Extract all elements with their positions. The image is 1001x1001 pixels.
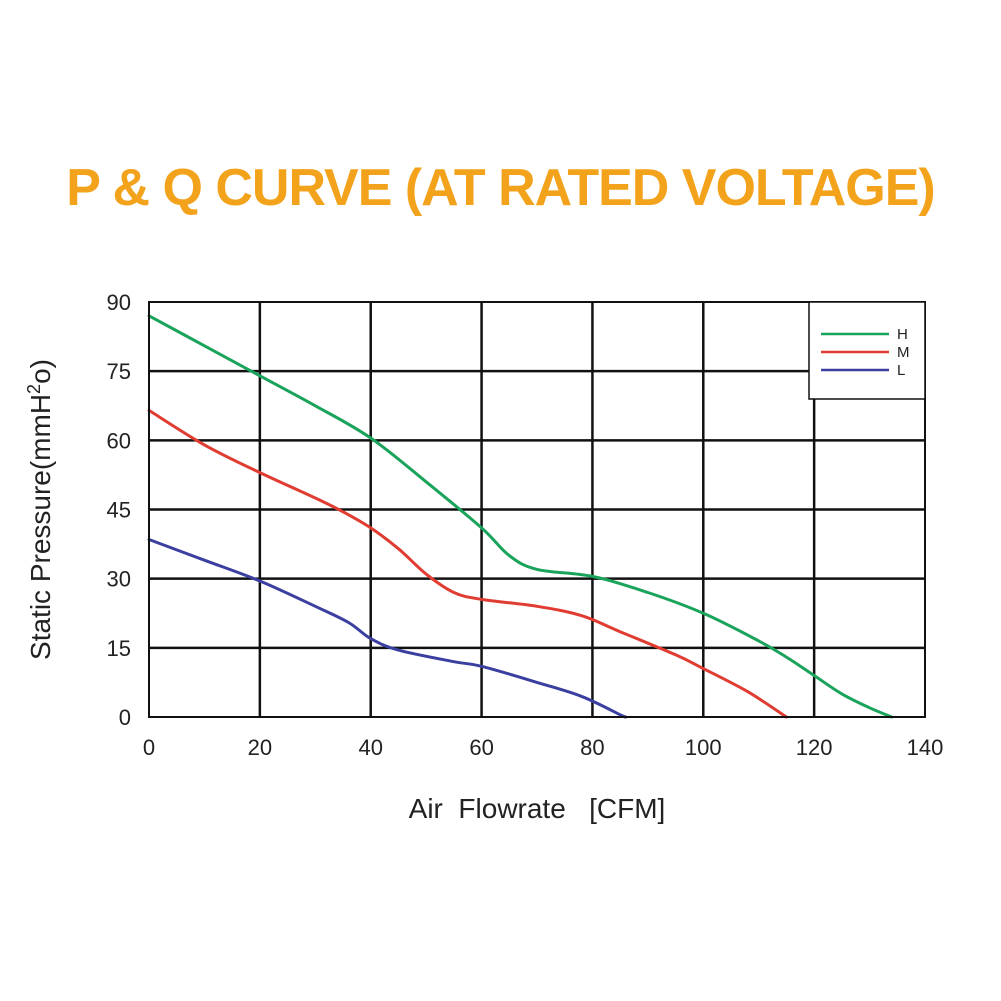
x-tick-label: 40 [358, 735, 382, 760]
x-tick-label: 140 [907, 735, 944, 760]
legend-box [808, 301, 926, 400]
x-tick-label: 80 [580, 735, 604, 760]
y-tick-label: 90 [107, 290, 131, 315]
plot-frame [148, 301, 926, 718]
grid [149, 302, 925, 717]
y-tick-label: 60 [107, 428, 131, 453]
legend-label-h: H [897, 326, 908, 343]
y-axis-label-unit-end: o) [25, 359, 56, 384]
x-tick-label: 120 [796, 735, 833, 760]
y-tick-label: 15 [107, 636, 131, 661]
y-axis-label-main: Static Pressure(mmH [25, 394, 56, 660]
series-line-l [147, 538, 628, 719]
y-tick-label: 75 [107, 359, 131, 384]
y-tick-labels: 0 15 30 45 60 75 90 [107, 290, 131, 730]
y-axis-label: Static Pressure(mmH2o) [24, 359, 56, 660]
y-tick-label: 45 [107, 498, 131, 523]
series-line-h [147, 314, 894, 719]
x-tick-label: 20 [248, 735, 272, 760]
legend-label-m: M [897, 344, 910, 361]
x-tick-label: 60 [469, 735, 493, 760]
y-axis-label-superscript: 2 [24, 384, 44, 394]
x-tick-label: 100 [685, 735, 722, 760]
series-lines [147, 314, 894, 719]
x-axis-label: Air Flowrate [CFM] [409, 793, 666, 824]
legend: HML [808, 301, 926, 400]
y-tick-label: 30 [107, 567, 131, 592]
legend-label-l: L [897, 362, 905, 379]
y-tick-label: 0 [119, 705, 131, 730]
x-tick-label: 0 [143, 735, 155, 760]
chart-title: P & Q CURVE (AT RATED VOLTAGE) [66, 159, 935, 217]
x-tick-labels: 0 20 40 60 80 100 120 140 [143, 735, 943, 760]
series-line-m [147, 408, 788, 719]
